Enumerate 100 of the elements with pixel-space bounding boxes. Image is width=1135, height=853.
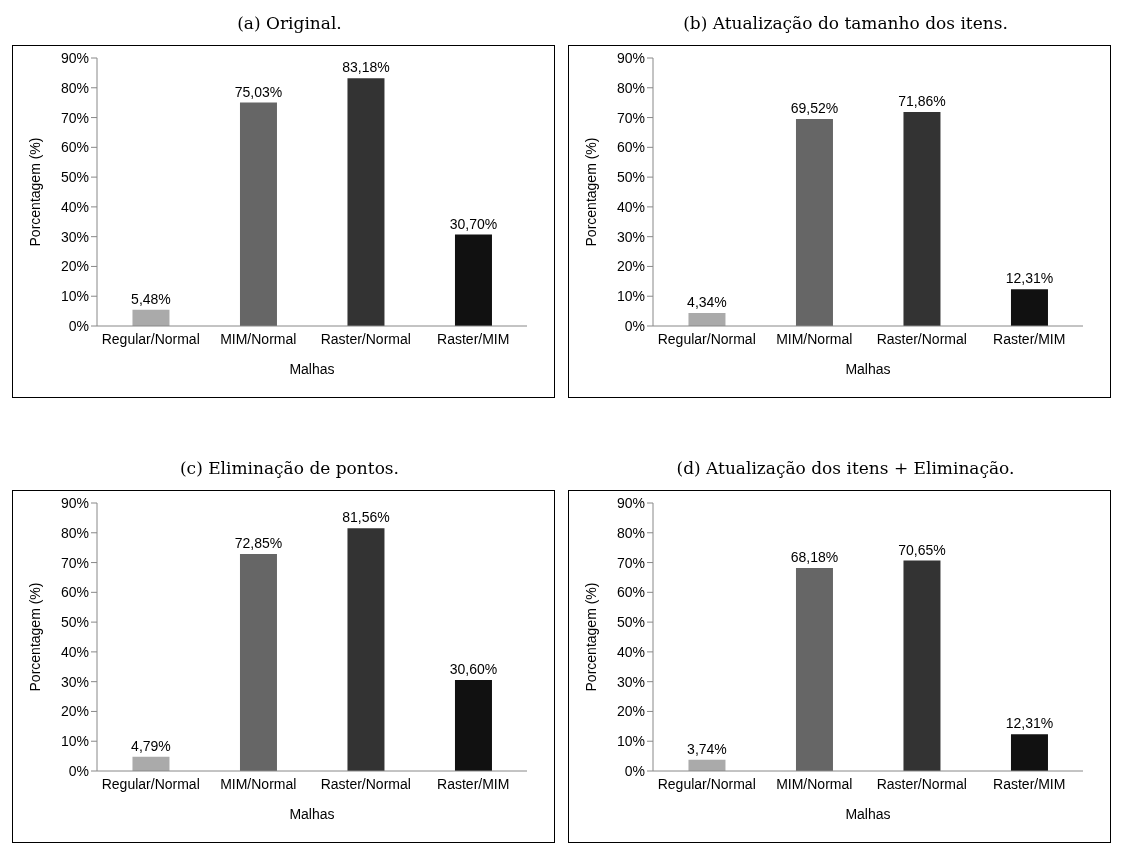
data-label: 4,34% <box>687 294 727 311</box>
x-tick-label: Raster/MIM <box>993 775 1066 792</box>
y-tick-label: 90% <box>60 494 89 511</box>
y-tick-label: 10% <box>616 733 645 750</box>
y-axis-title: Porcentagem (%) <box>26 582 43 692</box>
bar <box>688 759 726 771</box>
bar <box>239 102 277 326</box>
y-tick-label: 20% <box>60 258 89 275</box>
data-label: 3,74% <box>687 740 727 757</box>
y-tick-label: 50% <box>60 169 89 186</box>
data-label: 30,70% <box>449 215 498 232</box>
y-tick-label: 70% <box>60 109 89 126</box>
data-label: 12,31% <box>1005 715 1054 732</box>
y-tick-label: 90% <box>616 49 645 66</box>
y-tick-label: 0% <box>624 317 645 334</box>
bar <box>903 560 941 771</box>
x-tick-label: MIM/Normal <box>776 330 853 347</box>
x-axis-title: Malhas <box>845 806 891 822</box>
y-tick-label: 40% <box>60 198 89 215</box>
x-tick-label: Raster/MIM <box>437 775 510 792</box>
data-label: 83,18% <box>342 59 390 76</box>
x-tick-label: Raster/MIM <box>993 330 1066 347</box>
y-tick-label: 80% <box>60 79 89 96</box>
y-tick-label: 0% <box>68 762 89 779</box>
y-tick-label: 30% <box>60 673 89 690</box>
bar <box>347 528 385 771</box>
y-tick-label: 90% <box>616 494 645 511</box>
y-tick-label: 70% <box>616 554 645 571</box>
y-tick-label: 60% <box>60 139 89 156</box>
x-tick-label: MIM/Normal <box>776 775 853 792</box>
y-tick-label: 60% <box>60 584 89 601</box>
data-label: 30,60% <box>449 660 498 677</box>
y-tick-label: 80% <box>60 524 89 541</box>
chart-title: (d) Atualização dos itens + Eliminação. <box>675 457 1016 480</box>
y-tick-label: 20% <box>616 258 645 275</box>
x-axis-title: Malhas <box>289 806 335 822</box>
data-label: 4,79% <box>131 737 171 754</box>
y-tick-label: 40% <box>616 643 645 660</box>
x-tick-label: Raster/Normal <box>320 775 411 792</box>
x-tick-label: Regular/Normal <box>657 775 756 792</box>
bar <box>347 78 385 326</box>
bar <box>903 112 941 326</box>
data-label: 12,31% <box>1005 270 1054 287</box>
y-tick-label: 70% <box>60 554 89 571</box>
x-tick-label: Raster/MIM <box>437 330 510 347</box>
data-label: 5,48% <box>131 290 171 307</box>
y-tick-label: 90% <box>60 49 89 66</box>
data-label: 81,56% <box>342 509 390 526</box>
chart-title: (c) Eliminação de pontos. <box>179 457 400 480</box>
bar <box>239 554 277 771</box>
data-label: 70,65% <box>898 541 946 558</box>
x-tick-label: Regular/Normal <box>101 330 200 347</box>
y-axis-title: Porcentagem (%) <box>582 137 599 247</box>
bar <box>795 118 833 326</box>
bar <box>1010 289 1048 326</box>
y-tick-label: 0% <box>624 762 645 779</box>
y-tick-label: 40% <box>60 643 89 660</box>
bar <box>795 567 833 771</box>
data-label: 75,03% <box>234 83 283 100</box>
bar <box>454 679 492 771</box>
bar <box>132 309 170 326</box>
x-tick-label: MIM/Normal <box>220 330 297 347</box>
x-tick-label: Regular/Normal <box>101 775 200 792</box>
bar <box>454 234 492 326</box>
x-tick-label: Raster/Normal <box>320 330 411 347</box>
data-label: 69,52% <box>790 99 839 116</box>
y-tick-label: 60% <box>616 584 645 601</box>
data-label: 71,86% <box>898 93 946 110</box>
bar <box>1010 734 1048 771</box>
x-tick-label: Raster/Normal <box>876 330 967 347</box>
y-tick-label: 40% <box>616 198 645 215</box>
y-tick-label: 50% <box>616 169 645 186</box>
chart-title: (b) Atualização do tamanho dos itens. <box>682 12 1009 35</box>
y-tick-label: 10% <box>60 288 89 305</box>
y-tick-label: 30% <box>616 228 645 245</box>
x-tick-label: Raster/Normal <box>876 775 967 792</box>
x-tick-label: MIM/Normal <box>220 775 297 792</box>
x-axis-title: Malhas <box>845 361 891 377</box>
y-tick-label: 80% <box>616 524 645 541</box>
y-tick-label: 20% <box>616 703 645 720</box>
y-axis-title: Porcentagem (%) <box>582 582 599 692</box>
y-axis-title: Porcentagem (%) <box>26 137 43 247</box>
y-tick-label: 60% <box>616 139 645 156</box>
x-tick-label: Regular/Normal <box>657 330 756 347</box>
y-tick-label: 50% <box>60 614 89 631</box>
y-tick-label: 50% <box>616 614 645 631</box>
y-tick-label: 70% <box>616 109 645 126</box>
y-tick-label: 10% <box>616 288 645 305</box>
y-tick-label: 30% <box>60 228 89 245</box>
data-label: 68,18% <box>790 548 839 565</box>
y-tick-label: 0% <box>68 317 89 334</box>
y-tick-label: 80% <box>616 79 645 96</box>
y-tick-label: 20% <box>60 703 89 720</box>
y-tick-label: 30% <box>616 673 645 690</box>
chart-title: (a) Original. <box>236 12 343 35</box>
bar <box>688 313 726 326</box>
x-axis-title: Malhas <box>289 361 335 377</box>
y-tick-label: 10% <box>60 733 89 750</box>
data-label: 72,85% <box>234 535 283 552</box>
bar <box>132 756 170 771</box>
